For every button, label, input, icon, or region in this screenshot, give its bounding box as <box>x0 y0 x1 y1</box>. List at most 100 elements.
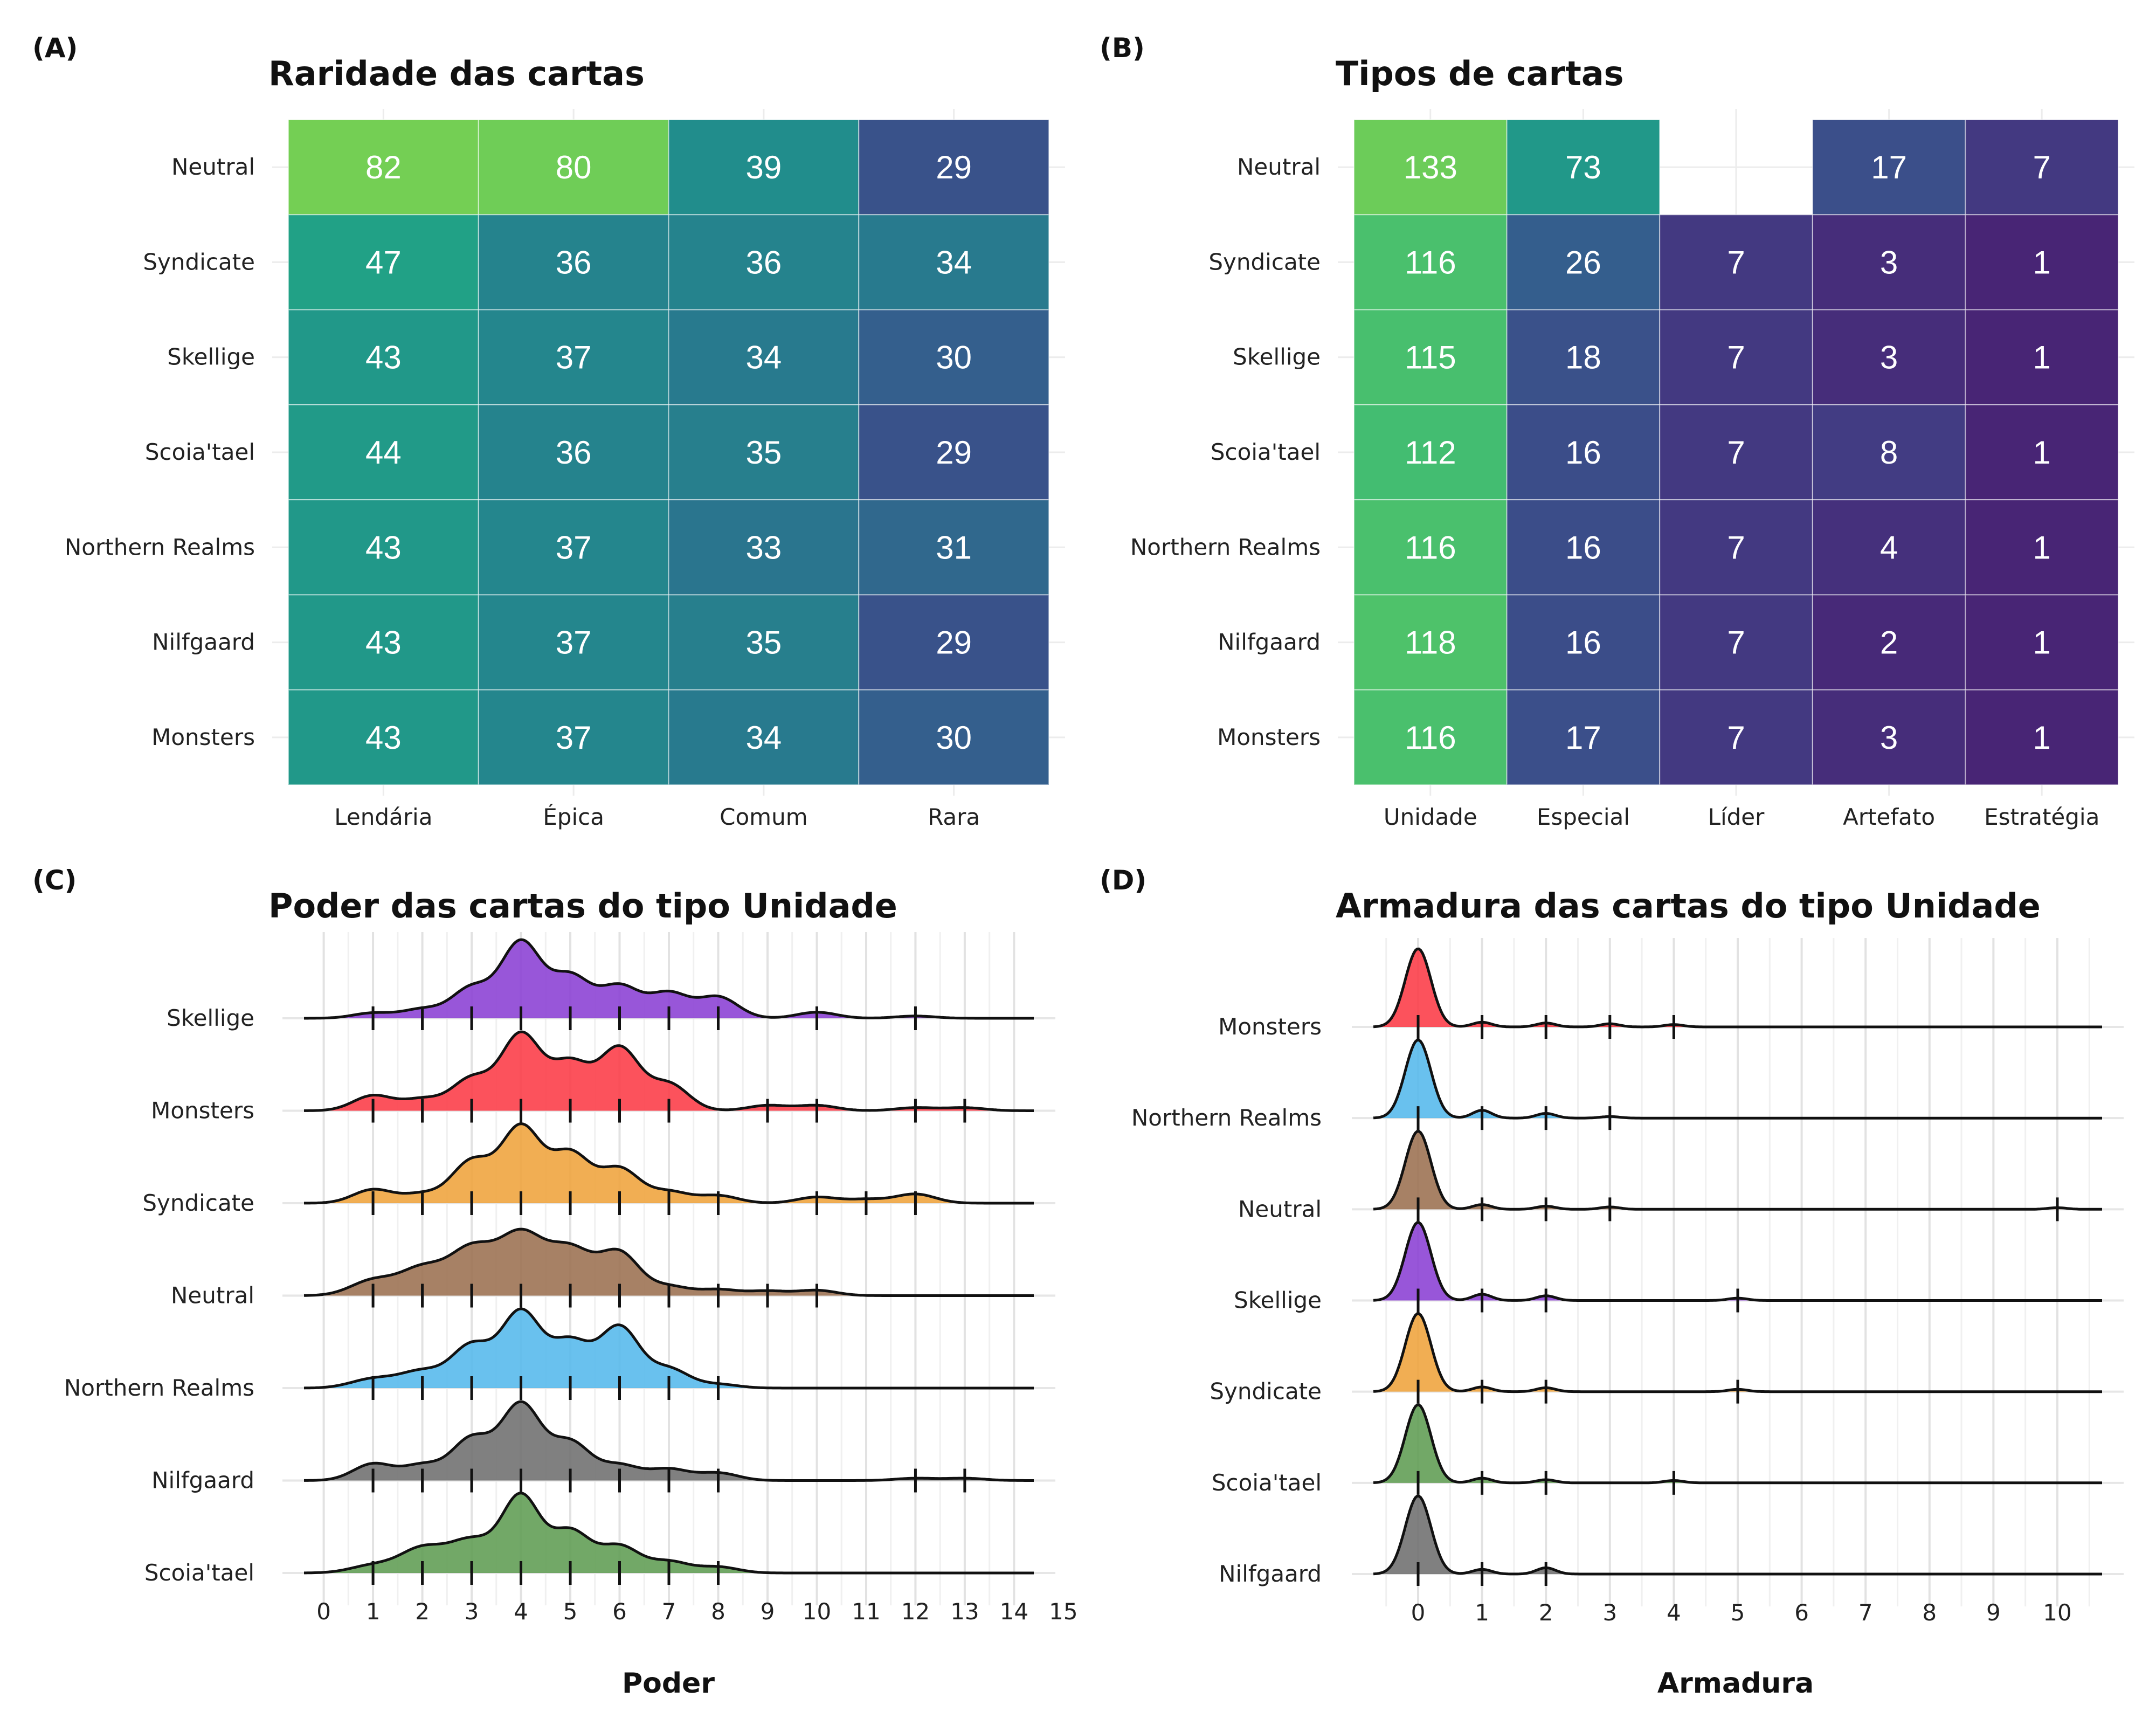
panel-b-cell-label: 3 <box>1880 720 1898 756</box>
panel-d-ridge-line-northern-realms <box>1373 1038 2102 1120</box>
panel-a-ytick-northern-realms: Northern Realms <box>65 534 255 560</box>
panel-c-ytick-scoia-tael: Scoia'tael <box>144 1560 254 1586</box>
panel-a-cell-monsters-rara <box>858 689 1049 785</box>
panel-b-cell-scoia-tael-artefato <box>1812 404 1966 501</box>
panel-d-ytick-northern-realms: Northern Realms <box>1131 1105 1322 1131</box>
panel-b-cell-label: 1 <box>2033 720 2051 756</box>
panel-b-cell-label: 16 <box>1565 625 1601 661</box>
panel-a-cell-northern-realms-lend-ria <box>288 499 479 596</box>
panel-a-cell-label: 34 <box>746 720 782 756</box>
panel-c-xtick-8: 8 <box>711 1598 725 1625</box>
panel-a-cell-nilfgaard-comum <box>668 594 860 691</box>
panel-b-xtick-estrat-gia: Estratégia <box>1984 804 2099 830</box>
panel-d-xtick-2: 2 <box>1539 1599 1553 1626</box>
panel-c-xtick-9: 9 <box>761 1598 775 1625</box>
panel-b-cell-label: 18 <box>1565 340 1601 376</box>
panel-a-ytick-skellige: Skellige <box>167 344 255 370</box>
panel-b-cell-neutral-unidade <box>1353 119 1508 216</box>
panel-b-tag: (B) <box>1100 32 1145 64</box>
panel-c-ytick-skellige: Skellige <box>167 1005 254 1031</box>
panel-b-xtick-especial: Especial <box>1537 804 1630 830</box>
panel-a-cell-neutral-rara <box>858 119 1049 216</box>
panel-a-cell-label: 29 <box>936 149 972 185</box>
panel-a-cell-label: 29 <box>936 434 972 471</box>
panel-a-cell-label: 33 <box>746 529 782 565</box>
panel-a-cell-label: 43 <box>365 529 402 565</box>
panel-a-cell-label: 39 <box>746 149 782 185</box>
panel-b-cell-monsters-unidade <box>1353 689 1508 785</box>
panel-a-xtick-rara: Rara <box>928 804 980 830</box>
panel-b-ytick-nilfgaard: Nilfgaard <box>1218 629 1321 656</box>
panel-c-ridgeline: Skellige Monsters Syndicate Neutral Northern… <box>64 932 1078 1625</box>
panel-b-cell-label: 115 <box>1405 340 1456 376</box>
panel-b-cell-skellige-l-der <box>1659 309 1813 405</box>
panel-d-ridge-line-nilfgaard <box>1373 1494 2102 1576</box>
panel-b-cell-syndicate-unidade <box>1353 214 1508 310</box>
panel-b-cell-nilfgaard-unidade <box>1353 594 1508 691</box>
panel-b-cell-label: 133 <box>1404 149 1457 185</box>
panel-a-cell-monsters-lend-ria <box>288 689 479 785</box>
panel-b-cell-label: 2 <box>1880 625 1898 661</box>
panel-b-cell-label: 116 <box>1405 529 1456 565</box>
panel-a-cell-label: 44 <box>365 434 402 471</box>
panel-c-ytick-northern-realms: Northern Realms <box>64 1375 254 1401</box>
panel-b-cell-neutral-artefato <box>1812 119 1966 216</box>
panel-b-cell-skellige-especial <box>1506 309 1661 405</box>
panel-a-xtick-pica: Épica <box>543 803 604 830</box>
panel-a-cell-scoia-tael-pica <box>478 404 669 501</box>
panel-a-cell-label: 35 <box>746 625 782 661</box>
panel-c-xtick-5: 5 <box>563 1598 578 1625</box>
panel-b-ytick-scoia-tael: Scoia'tael <box>1211 439 1321 465</box>
panel-c-ridge-line-skellige <box>304 938 1034 1020</box>
panel-a-cell-label: 34 <box>936 244 972 280</box>
panel-d-xtick-8: 8 <box>1922 1599 1937 1626</box>
panel-a-cell-label: 31 <box>936 529 972 565</box>
panel-a-cell-monsters-pica <box>478 689 669 785</box>
panel-a-cell-label: 37 <box>556 529 592 565</box>
panel-d-xtick-3: 3 <box>1602 1599 1617 1626</box>
panel-b-cell-label: 1 <box>2033 340 2051 376</box>
panel-a-cell-neutral-comum <box>668 119 860 216</box>
panel-c-xtick-15: 15 <box>1049 1598 1077 1625</box>
panel-c-xtick-11: 11 <box>852 1598 880 1625</box>
panel-c-ytick-monsters: Monsters <box>151 1098 254 1124</box>
panel-b-cell-northern-realms-artefato <box>1812 499 1966 596</box>
panel-b-cell-label: 7 <box>2033 149 2051 185</box>
panel-a-ytick-syndicate: Syndicate <box>143 249 255 275</box>
panel-a-cell-label: 36 <box>746 244 782 280</box>
panel-b-cell-label: 1 <box>2033 434 2051 471</box>
panel-b-ytick-syndicate: Syndicate <box>1208 249 1321 275</box>
panel-a-cell-label: 30 <box>936 720 972 756</box>
panel-a-cell-label: 37 <box>556 625 592 661</box>
panel-b-cell-label: 73 <box>1565 149 1601 185</box>
panel-a-ytick-scoia-tael: Scoia'tael <box>145 439 255 465</box>
panel-c-ytick-syndicate: Syndicate <box>142 1190 254 1216</box>
panel-b-cell-label: 116 <box>1405 720 1456 756</box>
panel-d-tag: (D) <box>1100 865 1146 896</box>
panel-a-cell-label: 43 <box>365 340 402 376</box>
panel-a-cell-skellige-comum <box>668 309 860 405</box>
panel-c-tag: (C) <box>32 865 77 896</box>
panel-d-xtick-4: 4 <box>1667 1599 1681 1626</box>
panel-c-xtick-4: 4 <box>514 1598 528 1625</box>
panel-b-ytick-neutral: Neutral <box>1237 154 1321 180</box>
panel-a-cell-scoia-tael-rara <box>858 404 1049 501</box>
panel-c-ridge-neutral <box>304 1229 1034 1296</box>
panel-b-cell-label: 7 <box>1727 720 1745 756</box>
panel-b-cell-label: 3 <box>1880 340 1898 376</box>
panel-b-title: Tipos de cartas <box>1336 54 1624 93</box>
panel-d-xtick-1: 1 <box>1475 1599 1489 1626</box>
panel-b-cell-northern-realms-especial <box>1506 499 1661 596</box>
panel-b-cell-label: 1 <box>2033 529 2051 565</box>
panel-c-ridge-scoia-tael <box>304 1493 1034 1573</box>
panel-c-xtick-1: 1 <box>366 1598 381 1625</box>
panel-b-cell-neutral-especial <box>1506 119 1661 216</box>
panel-b-cell-monsters-l-der <box>1659 689 1813 785</box>
panel-d-xlabel: Armadura <box>1657 1667 1814 1700</box>
panel-b-cell-skellige-estrat-gia <box>1965 309 2119 405</box>
panel-d-xtick-6: 6 <box>1794 1599 1809 1626</box>
panel-b-cell-syndicate-l-der <box>1659 214 1813 310</box>
panel-b-cell-label: 17 <box>1565 720 1601 756</box>
panel-b-cell-label: 16 <box>1565 434 1601 471</box>
